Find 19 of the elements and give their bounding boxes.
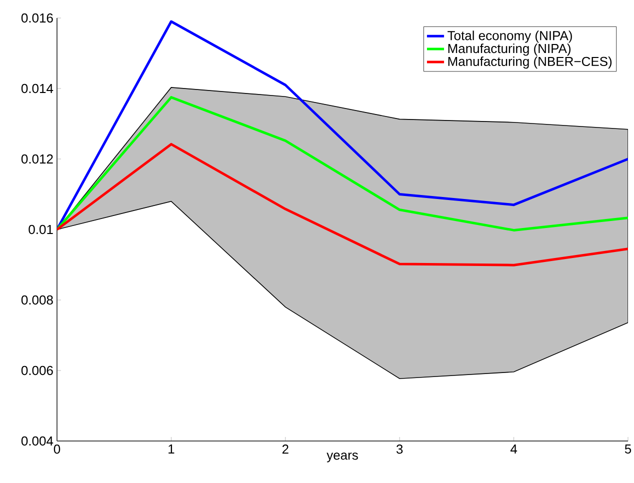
y-tick-label: 0.008 [21, 295, 53, 305]
y-tick-label: 0.004 [21, 436, 54, 446]
line-series [57, 142, 628, 266]
legend-label: Manufacturing (NBER−CES) [448, 56, 612, 69]
x-axis-title: years [326, 452, 358, 462]
x-tick-label: 2 [282, 444, 288, 454]
legend-label: Total economy (NIPA) [448, 30, 572, 43]
y-tick-label: 0.006 [21, 366, 53, 376]
line-series [57, 96, 628, 232]
x-tick-label: 3 [396, 444, 403, 454]
y-tick-label: 0.012 [21, 154, 53, 164]
legend-label: Manufacturing (NIPA) [448, 44, 571, 56]
x-tick-label: 5 [624, 444, 632, 454]
x-tick-label: 1 [168, 444, 174, 454]
y-tick-label: 0.01 [28, 224, 53, 234]
x-tick-label: 4 [510, 444, 518, 454]
y-tick-label: 0.016 [21, 13, 53, 23]
x-tick-label: 0 [54, 444, 60, 454]
y-tick-label: 0.014 [21, 84, 54, 94]
